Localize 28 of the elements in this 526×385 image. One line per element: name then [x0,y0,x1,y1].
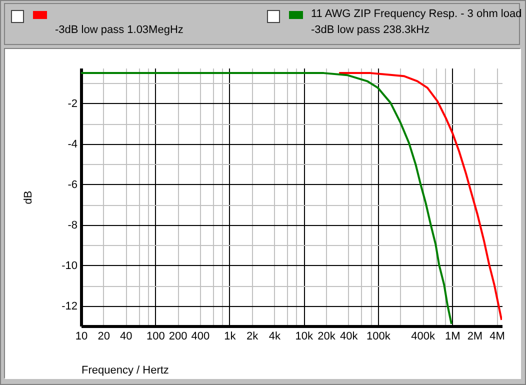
x-tick-label: 10k [295,330,314,342]
x-tick-label: 4M [490,330,505,342]
x-tick-label: 100k [366,330,391,342]
y-tick-label: -4 [68,138,78,150]
x-tick-label: 20k [318,330,336,342]
x-tick-label: 2k [246,330,259,342]
x-tick-label: 100 [146,330,165,342]
x-tick-label: 400k [411,330,436,342]
legend-label: 11 AWG ZIP Frequency Resp. - 3 ohm load [311,8,522,20]
x-tick-label: 1k [224,330,236,342]
y-tick-label: -10 [62,260,78,272]
x-tick-label: 400 [191,330,210,342]
x-tick-label: 200 [168,330,188,342]
y-tick-label: -8 [68,219,78,232]
x-tick-label: 20 [98,330,110,342]
y-tick-label: -2 [68,98,78,110]
x-tick-label: 1M [444,330,460,342]
text: -3dB low pass 1.03MegHz [55,24,184,36]
x-tick-label: 10 [75,330,88,342]
text: -3dB low pass 238.3kHz [311,24,430,36]
x-axis-title: Frequency / Hertz [82,364,169,376]
y-axis-title: dB [22,190,35,204]
x-tick-label: 4k [268,330,281,342]
x-tick-label: 40k [340,330,358,342]
x-tick-label: 40 [120,330,132,342]
x-tick-label: 2M [467,330,483,342]
y-tick-label: -6 [68,178,78,191]
y-tick-label: -12 [62,300,78,312]
